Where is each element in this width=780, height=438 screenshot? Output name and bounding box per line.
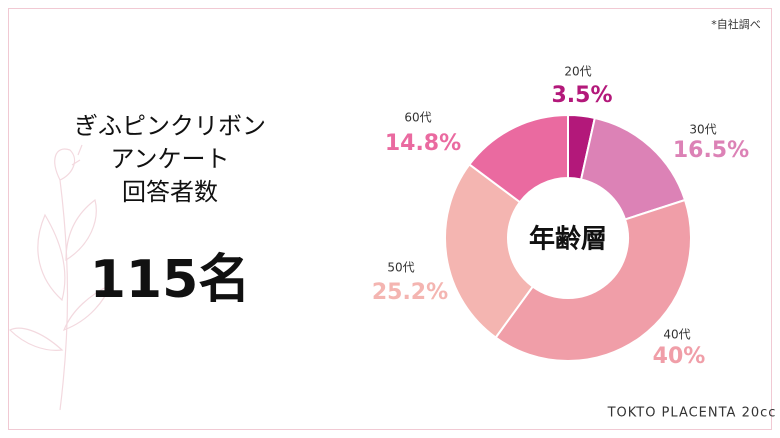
value-label: 16.5% [673, 138, 749, 163]
respondent-count: 115名 [90, 250, 251, 310]
note: *自社調べ [711, 17, 761, 31]
value-label: 14.8% [385, 131, 461, 156]
category-label: 20代 [564, 65, 591, 79]
value-label: 3.5% [551, 83, 612, 108]
category-label: 30代 [689, 123, 716, 137]
panel-line: ぎふピンクリボン [74, 112, 266, 140]
donut-slice [444, 163, 535, 339]
brand: TOKTO PLACENTA 20cc [607, 406, 777, 421]
center-label: 年齢層 [529, 224, 607, 255]
donut-slice [494, 198, 692, 362]
category-label: 40代 [663, 328, 690, 342]
category-label: 50代 [387, 261, 414, 275]
value-label: 40% [653, 344, 706, 369]
value-label: 25.2% [372, 280, 448, 305]
donut-slice [468, 113, 569, 204]
category-label: 60代 [404, 111, 431, 125]
panel-line: アンケート [110, 145, 229, 173]
floral-decoration [8, 144, 112, 411]
panel-line: 回答者数 [122, 178, 218, 206]
